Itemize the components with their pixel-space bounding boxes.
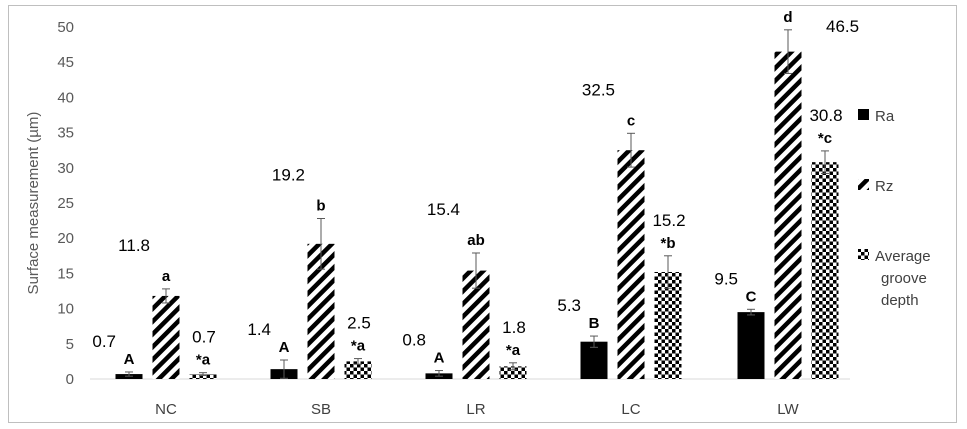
x-category-label: SB [311, 401, 331, 418]
significance-label: ab [467, 232, 485, 249]
x-category-label: LR [466, 401, 485, 418]
significance-label: a [162, 268, 171, 285]
value-label-rz: 11.8 [118, 236, 150, 255]
bar-groove [811, 162, 839, 379]
significance-label: d [783, 9, 792, 26]
value-label-ra: 0.8 [402, 331, 426, 350]
value-label-ra: 5.3 [557, 296, 581, 315]
y-tick-label: 40 [57, 89, 74, 106]
y-tick-label: 15 [57, 265, 74, 282]
legend-label-groove: Average groove depth [875, 248, 931, 309]
value-label-ra: 0.7 [92, 332, 116, 351]
y-tick-label: 10 [57, 301, 74, 318]
bar-ra [737, 312, 765, 379]
bar-groove [189, 374, 217, 379]
y-tick-label: 0 [66, 371, 74, 388]
value-label-rz: 32.5 [582, 80, 615, 99]
y-tick-label: 30 [57, 160, 74, 177]
bar-rz [152, 295, 180, 379]
y-tick-label: 35 [57, 125, 74, 142]
significance-label: *a [351, 338, 366, 355]
legend-swatch-rz [858, 179, 869, 190]
y-tick-label: 5 [66, 336, 74, 353]
y-tick-label: 45 [57, 54, 74, 71]
value-label-groove: 15.2 [652, 211, 685, 230]
value-label-ra: 1.4 [247, 320, 271, 339]
value-label-rz: 46.5 [826, 17, 859, 36]
legend-label-rz: Rz [875, 178, 893, 195]
bar-groove [344, 361, 372, 379]
significance-label: A [279, 339, 290, 356]
bar-groove [499, 366, 527, 379]
bar-rz [774, 51, 802, 379]
significance-label: b [316, 197, 325, 214]
x-category-label: LC [621, 401, 640, 418]
y-tick-label: 20 [57, 230, 74, 247]
x-axis-categories: NC SB LR LC LW [155, 401, 799, 418]
significance-label: B [589, 315, 600, 332]
value-label-rz: 15.4 [427, 200, 460, 219]
legend-label-ra: Ra [875, 108, 895, 125]
value-label-ra: 9.5 [714, 269, 738, 288]
y-tick-label: 50 [57, 19, 74, 36]
x-category-label: LW [777, 401, 799, 418]
significance-label: A [124, 351, 135, 368]
bar-rz [617, 150, 645, 379]
y-axis-label: Surface measurement (µm) [25, 112, 42, 295]
bar-groove [654, 271, 682, 379]
significance-label: *a [506, 342, 521, 359]
bars-layer [115, 29, 839, 379]
significance-label: *b [661, 235, 676, 252]
value-label-groove: 0.7 [192, 328, 216, 347]
legend-swatch-groove [858, 249, 869, 260]
y-tick-label: 25 [57, 195, 74, 212]
x-category-label: NC [155, 401, 177, 418]
labels-layer: Aa *a 0.7 11.8 0.7 Ab *a 1.4 19.2 2.5 Aab *a 0.8 15.4… [92, 9, 859, 369]
value-label-groove: 1.8 [502, 318, 526, 337]
value-label-rz: 19.2 [272, 165, 305, 184]
significance-label: *c [818, 130, 832, 147]
bar-ra [580, 341, 608, 379]
significance-label: *a [196, 352, 211, 369]
value-label-groove: 30.8 [809, 106, 842, 125]
significance-label: A [434, 350, 445, 367]
significance-label: C [746, 288, 757, 305]
legend-swatch-ra [858, 109, 869, 120]
significance-label: c [627, 112, 635, 129]
value-label-groove: 2.5 [347, 314, 371, 333]
legend: Ra Rz Average groove depth [858, 108, 931, 309]
y-axis-ticks: 0 5 10 15 20 25 30 35 40 45 50 [57, 19, 74, 388]
